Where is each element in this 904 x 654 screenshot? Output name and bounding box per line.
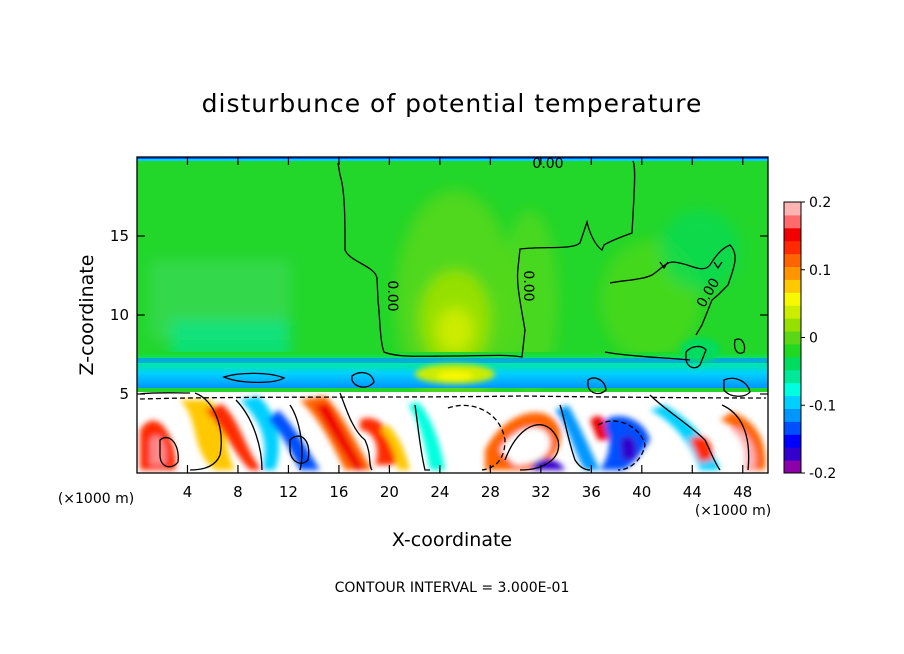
colorbar-tick-label: -0.2	[809, 466, 836, 482]
colorbar-swatch	[784, 253, 801, 268]
y-tick-label: 5	[119, 385, 129, 403]
colorbar-swatch	[784, 395, 801, 409]
y-axis: 5 10 15	[110, 227, 768, 403]
colorbar-swatch	[784, 447, 801, 461]
x-tick-label: 44	[683, 483, 702, 501]
y-tick-label: 15	[110, 227, 129, 245]
y-tick-label: 10	[110, 306, 129, 324]
x-tick-label: 24	[430, 483, 449, 501]
x-tick-label: 20	[380, 483, 399, 501]
x-axis: 4 8 12 16 20 24 28 32 36 40 44 48	[183, 157, 752, 501]
colorbar-swatch	[784, 240, 801, 255]
colorbar-tick-label: 0.1	[809, 263, 831, 279]
colorbar-swatch	[784, 279, 801, 293]
colorbar	[784, 202, 801, 474]
colorbar-swatch	[784, 421, 801, 435]
x-tick-label: 40	[632, 483, 651, 501]
colorbar-tick-label: -0.1	[809, 398, 836, 414]
colorbar-swatch	[784, 369, 801, 384]
colorbar-swatch	[784, 305, 801, 319]
colorbar-swatch	[784, 434, 801, 448]
x-unit-right: (×1000 m)	[695, 503, 771, 519]
colorbar-swatch	[784, 318, 801, 332]
colorbar-swatch	[784, 292, 801, 306]
x-tick-label: 12	[279, 483, 298, 501]
x-tick-label: 32	[531, 483, 550, 501]
colorbar-swatch	[784, 227, 801, 242]
contour-label: 0.00	[520, 270, 536, 301]
colorbar-swatch	[784, 382, 801, 397]
contour-label: 0.00	[532, 156, 563, 172]
colorbar-swatch	[784, 408, 801, 422]
colorbar-swatch	[784, 460, 801, 474]
x-unit-left: (×1000 m)	[58, 491, 134, 507]
x-tick-label: 48	[733, 483, 752, 501]
contour-label: 0.00	[384, 280, 400, 311]
colorbar-tick-label: 0.2	[809, 195, 831, 211]
x-tick-label: 28	[481, 483, 500, 501]
colorbar-ticks: 0.2 0.1 0 -0.1 -0.2	[801, 195, 836, 482]
x-tick-label: 16	[329, 483, 348, 501]
x-tick-label: 4	[183, 483, 193, 501]
x-tick-label: 8	[233, 483, 243, 501]
heatmap-field	[137, 157, 768, 473]
chart-title: disturbunce of potential temperature	[202, 89, 703, 118]
x-axis-label: X-coordinate	[392, 529, 512, 551]
colorbar-swatch	[784, 214, 801, 229]
colorbar-swatch	[784, 331, 801, 345]
colorbar-swatch	[784, 202, 801, 216]
colorbar-swatch	[784, 266, 801, 280]
colorbar-swatch	[784, 356, 801, 371]
colorbar-tick-label: 0	[809, 331, 818, 347]
y-axis-label: Z-coordinate	[76, 255, 98, 376]
x-tick-label: 36	[582, 483, 601, 501]
contour-interval-footer: CONTOUR INTERVAL = 3.000E-01	[335, 580, 570, 596]
colorbar-swatch	[784, 343, 801, 358]
